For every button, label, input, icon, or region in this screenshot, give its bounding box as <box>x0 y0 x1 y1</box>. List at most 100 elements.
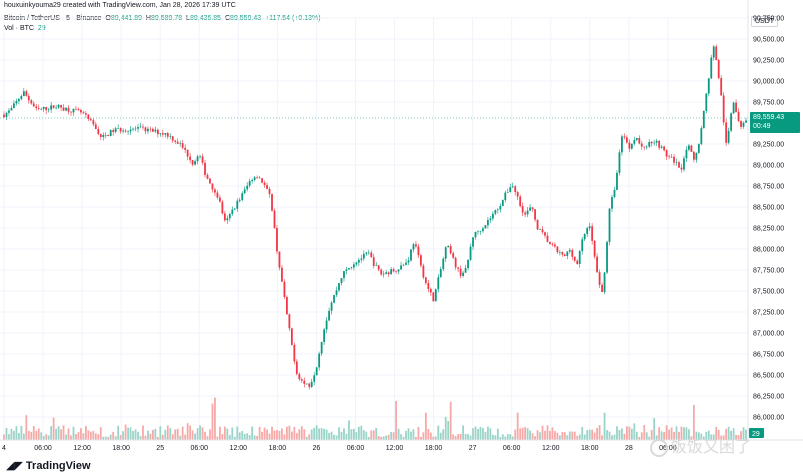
volume-bar <box>211 403 214 440</box>
volume-bar <box>362 430 365 440</box>
volume-bar <box>402 436 405 440</box>
candle <box>415 241 417 249</box>
volume-bar <box>558 435 561 440</box>
y-tick-label: 89,250.00 <box>753 142 784 149</box>
tradingview-brand[interactable]: ◢◤ TradingView <box>6 459 91 472</box>
volume-bar <box>501 434 504 440</box>
volume-bar <box>717 429 720 440</box>
volume-bar <box>218 426 221 440</box>
candle <box>72 108 75 116</box>
volume-bar <box>670 427 673 440</box>
candle <box>737 108 740 123</box>
candle <box>424 276 427 285</box>
candle <box>253 175 256 182</box>
volume-bar <box>134 429 137 440</box>
volume-bar <box>593 432 596 440</box>
candle <box>139 122 142 129</box>
candle <box>467 259 469 271</box>
x-tick-label: 06:00 <box>190 445 208 452</box>
volume-bar <box>415 436 417 440</box>
volume-bar <box>576 435 579 440</box>
volume-bar <box>534 436 536 440</box>
candle <box>156 128 159 138</box>
volume-bar <box>107 436 110 440</box>
candle <box>526 207 529 218</box>
volume-bar <box>700 433 703 440</box>
candle <box>628 139 631 153</box>
volume-bar <box>305 436 308 440</box>
currency-button[interactable]: USDT <box>751 16 779 27</box>
volume-bar <box>243 433 246 440</box>
candle <box>42 106 45 113</box>
candle <box>166 131 169 140</box>
volume-bar <box>474 426 477 440</box>
volume-bar <box>55 428 58 440</box>
candle <box>196 154 199 165</box>
volume-legend: Vol · BTC 29 <box>4 25 46 32</box>
volume-bar <box>233 436 236 440</box>
volume-bar <box>380 436 383 440</box>
candle <box>735 99 737 113</box>
volume-bar <box>104 436 107 440</box>
volume-bar <box>705 431 708 440</box>
volume-tag: 29 <box>749 428 764 438</box>
volume-bar <box>42 436 45 440</box>
candle <box>3 111 5 119</box>
volume-bar <box>343 428 345 440</box>
candle <box>372 253 375 269</box>
volume-bar <box>268 433 271 440</box>
volume-bar <box>645 432 648 440</box>
grid <box>0 17 748 440</box>
volume-bar <box>472 428 474 440</box>
candle <box>702 110 705 129</box>
candle <box>479 230 482 235</box>
volume-bar <box>397 428 400 440</box>
volume-bar <box>611 435 613 440</box>
candle <box>429 287 432 296</box>
volume-bar <box>156 436 159 440</box>
volume-bar <box>315 425 318 440</box>
volume-bar <box>335 435 338 440</box>
candle <box>621 134 623 156</box>
candle <box>365 251 368 256</box>
candle <box>360 254 363 263</box>
candle <box>266 182 268 190</box>
candle <box>335 286 338 298</box>
candle <box>273 208 276 229</box>
candle <box>134 125 137 132</box>
candle <box>129 126 132 135</box>
x-tick-label: 18:00 <box>112 445 130 452</box>
volume-bar <box>688 429 690 440</box>
volume-bar <box>427 428 430 440</box>
volume-label[interactable]: Vol · BTC <box>4 25 34 32</box>
volume-bar <box>3 434 5 440</box>
volume-bar <box>52 417 55 440</box>
candle <box>132 127 134 132</box>
volume-bar <box>5 427 8 440</box>
candle <box>8 108 10 116</box>
candle <box>82 110 85 114</box>
volume-bar <box>573 431 576 440</box>
volume-bar <box>65 434 67 440</box>
volume-bar <box>395 400 397 440</box>
candle <box>204 159 206 178</box>
volume-bar <box>318 428 321 440</box>
y-tick-label: 88,000.00 <box>753 247 784 254</box>
volume-bar <box>477 429 479 440</box>
candle <box>658 140 661 151</box>
candle <box>241 191 244 202</box>
volume-bar <box>601 435 603 440</box>
y-tick-label: 90,000.00 <box>753 79 784 86</box>
volume-bar <box>685 427 688 440</box>
volume-bar <box>276 430 278 440</box>
candle <box>692 150 695 163</box>
candle <box>581 236 584 255</box>
candle <box>201 153 204 165</box>
volume-bar <box>119 434 122 440</box>
y-tick-label: 87,000.00 <box>753 331 784 338</box>
candle <box>725 118 728 146</box>
volume-bar <box>563 432 566 440</box>
candle <box>142 123 144 131</box>
candle <box>566 251 569 260</box>
